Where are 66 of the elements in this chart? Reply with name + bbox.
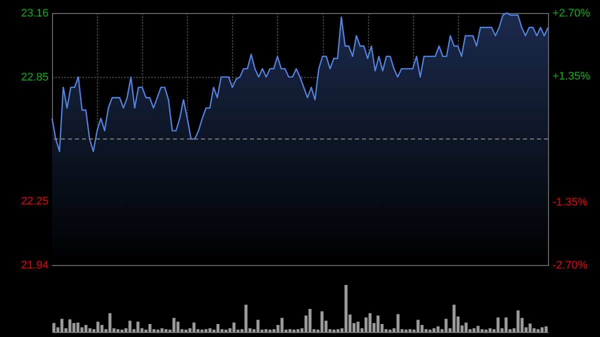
bar bbox=[84, 324, 88, 332]
bar bbox=[88, 328, 92, 332]
bar bbox=[288, 329, 292, 332]
bar bbox=[160, 328, 164, 332]
bar bbox=[368, 313, 372, 332]
y2-tick-label: -1.35% bbox=[552, 196, 588, 208]
y-tick-label: 22.85 bbox=[20, 72, 48, 84]
bar bbox=[68, 319, 72, 332]
bar bbox=[100, 324, 104, 332]
bar bbox=[444, 318, 448, 332]
bar bbox=[432, 328, 436, 332]
bar bbox=[416, 320, 420, 332]
bar bbox=[344, 285, 348, 332]
bar bbox=[128, 320, 132, 332]
bar bbox=[408, 329, 412, 332]
bar bbox=[280, 318, 284, 332]
y-tick-label: 22.25 bbox=[20, 195, 48, 208]
bar bbox=[72, 323, 76, 332]
bar bbox=[256, 320, 260, 332]
y2-tick-label: +2.70% bbox=[552, 8, 590, 20]
bar bbox=[496, 317, 500, 332]
bar bbox=[96, 322, 100, 332]
bar bbox=[176, 322, 180, 332]
bar bbox=[504, 317, 508, 332]
bar bbox=[272, 329, 276, 332]
y-tick-label: 21.94 bbox=[20, 260, 48, 272]
bar bbox=[396, 314, 400, 332]
bar bbox=[52, 323, 56, 332]
bar bbox=[452, 304, 456, 332]
bar bbox=[204, 329, 208, 332]
bar bbox=[536, 329, 540, 332]
y2-tick-label: +1.35% bbox=[552, 70, 590, 82]
bar bbox=[136, 322, 140, 332]
bar bbox=[476, 326, 480, 332]
bar bbox=[436, 326, 440, 332]
bar bbox=[336, 329, 340, 332]
bar bbox=[216, 324, 220, 332]
bar bbox=[472, 328, 476, 332]
bar bbox=[208, 328, 212, 332]
bar bbox=[424, 329, 428, 332]
bar bbox=[172, 318, 176, 332]
y2-tick-label: -2.70% bbox=[552, 260, 588, 272]
bar bbox=[516, 310, 520, 332]
bar bbox=[308, 308, 312, 332]
bar bbox=[60, 318, 64, 332]
bar bbox=[528, 324, 532, 332]
bar bbox=[116, 329, 120, 332]
bar bbox=[148, 324, 152, 332]
bar bbox=[356, 322, 360, 332]
bar bbox=[244, 304, 248, 332]
bar bbox=[264, 329, 268, 332]
bar bbox=[488, 328, 492, 332]
bar bbox=[296, 329, 300, 332]
bar bbox=[464, 322, 468, 332]
bar bbox=[544, 326, 548, 332]
y-tick-label: 23.16 bbox=[20, 8, 48, 20]
bar bbox=[480, 329, 484, 332]
bar bbox=[540, 327, 544, 332]
bar bbox=[232, 322, 236, 332]
bar bbox=[320, 311, 324, 332]
bar bbox=[376, 316, 380, 332]
bar bbox=[164, 329, 168, 332]
bar bbox=[192, 322, 196, 332]
bar bbox=[364, 317, 368, 332]
bar bbox=[76, 322, 80, 332]
bar bbox=[108, 313, 112, 332]
